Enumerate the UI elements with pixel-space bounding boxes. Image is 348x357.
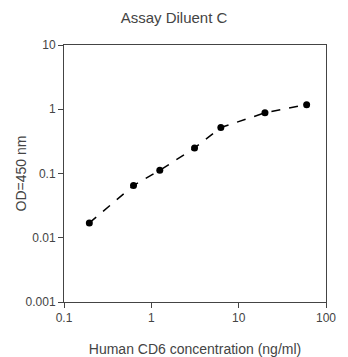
svg-text:1: 1 <box>49 102 56 116</box>
svg-text:10: 10 <box>42 38 56 52</box>
svg-text:Human CD6 concentration (ng/ml: Human CD6 concentration (ng/ml) <box>89 341 301 357</box>
svg-text:100: 100 <box>316 311 336 325</box>
svg-text:10: 10 <box>232 311 246 325</box>
svg-text:OD=450 nm: OD=450 nm <box>13 136 29 212</box>
svg-text:0.1: 0.1 <box>56 311 73 325</box>
svg-text:0.1: 0.1 <box>39 167 56 181</box>
svg-text:0.001: 0.001 <box>26 295 56 309</box>
svg-text:0.01: 0.01 <box>32 231 56 245</box>
svg-text:Assay Diluent C: Assay Diluent C <box>121 9 228 26</box>
svg-text:1: 1 <box>148 311 155 325</box>
